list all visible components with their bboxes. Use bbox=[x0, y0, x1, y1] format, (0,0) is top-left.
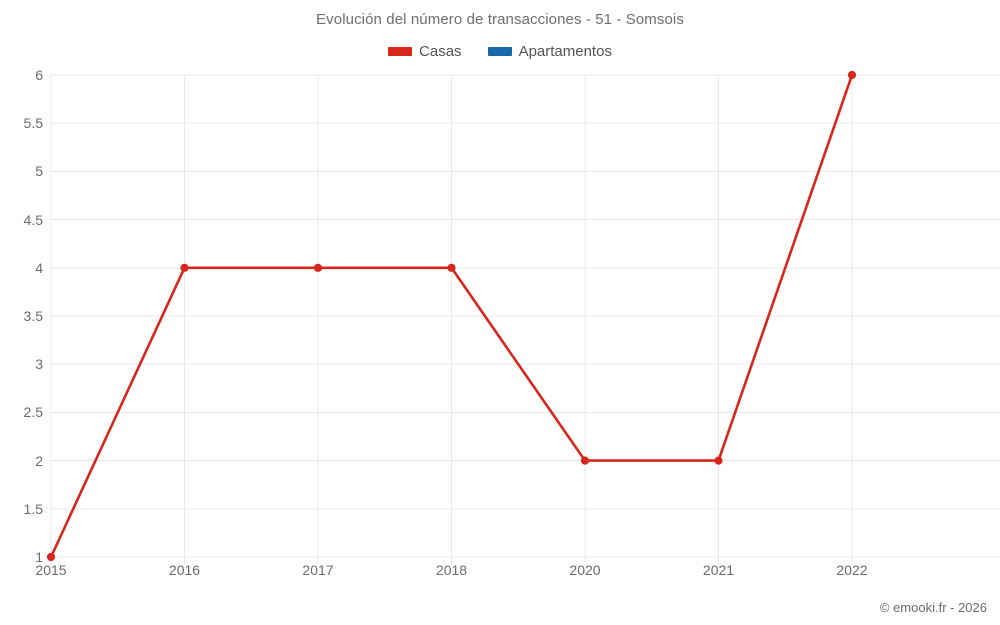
y-tick-label: 3.5 bbox=[23, 308, 43, 324]
data-point-marker[interactable] bbox=[313, 263, 323, 272]
x-tick-label: 2021 bbox=[702, 562, 735, 578]
legend-swatch-apartamentos-icon bbox=[487, 47, 512, 56]
data-point-marker[interactable] bbox=[447, 263, 456, 272]
y-tick-label: 4.5 bbox=[23, 211, 43, 228]
x-tick-label: 2015 bbox=[35, 562, 67, 578]
x-axis: 2015 2016 2017 2018 2020 2021 2022 bbox=[35, 562, 1000, 586]
chart-title: Evolución del número de transacciones - … bbox=[316, 11, 684, 28]
y-tick-label: 3 bbox=[35, 356, 43, 373]
legend-swatch-casas-icon bbox=[388, 47, 413, 56]
data-point-marker[interactable] bbox=[180, 263, 189, 272]
y-tick-label: 1 bbox=[35, 549, 43, 565]
data-point-marker[interactable] bbox=[580, 456, 590, 465]
legend-item-apartamentos[interactable]: Apartamentos bbox=[487, 43, 612, 60]
y-tick-label: 4 bbox=[35, 259, 43, 276]
data-point-markers bbox=[46, 70, 857, 562]
y-tick-label: 5.5 bbox=[23, 115, 43, 132]
chart-legend: Casas Apartamentos bbox=[0, 44, 1000, 59]
grid-lines bbox=[50, 74, 1000, 565]
x-tick-label: 2022 bbox=[836, 562, 868, 578]
data-point-marker[interactable] bbox=[46, 552, 56, 562]
legend-label-apartamentos: Apartamentos bbox=[518, 43, 612, 60]
footer-credit: © emooki.fr - 2026 bbox=[879, 600, 987, 615]
legend-item-casas[interactable]: Casas bbox=[388, 44, 462, 59]
y-tick-label: 2.5 bbox=[23, 404, 43, 421]
x-tick-label: 2020 bbox=[569, 562, 601, 578]
y-tick-label: 1.5 bbox=[23, 500, 43, 517]
x-tick-label: 2017 bbox=[302, 562, 334, 578]
data-point-marker[interactable] bbox=[847, 70, 857, 80]
data-point-marker[interactable] bbox=[714, 456, 723, 465]
plot-area bbox=[46, 70, 1000, 565]
x-tick-label: 2018 bbox=[435, 562, 468, 578]
y-tick-label: 6 bbox=[35, 67, 43, 83]
x-tick-label: 2016 bbox=[168, 562, 201, 578]
legend-label-casas: Casas bbox=[419, 43, 462, 60]
y-tick-label: 5 bbox=[35, 163, 43, 180]
y-axis: 1 1.5 2 2.5 3 3.5 4 4.5 5 5.5 6 bbox=[0, 67, 43, 565]
y-tick-label: 2 bbox=[35, 452, 43, 469]
plot-svg bbox=[46, 70, 1000, 565]
